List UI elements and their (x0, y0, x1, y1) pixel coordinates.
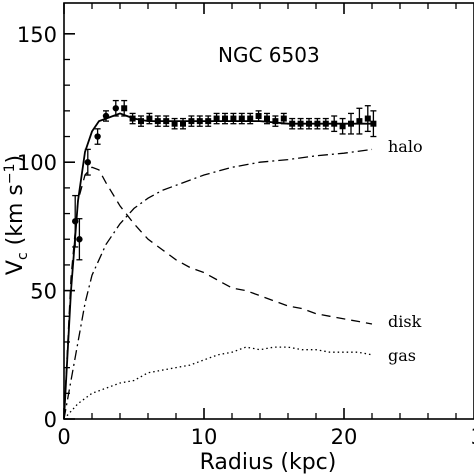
chart-title: NGC 6503 (218, 43, 320, 67)
data-point (238, 115, 245, 122)
series-line-total (63, 112, 372, 420)
data-point (314, 120, 321, 127)
data-point (180, 120, 186, 127)
data-point (76, 236, 83, 243)
data-point (213, 115, 220, 122)
model-curves (63, 112, 373, 420)
data-point (306, 120, 312, 127)
data-point (222, 115, 228, 122)
data-point (146, 115, 153, 122)
data-point (264, 115, 270, 122)
data-point (255, 112, 262, 119)
y-tick-label: 0 (44, 408, 57, 432)
series-line-halo (63, 148, 373, 420)
data-point (339, 123, 346, 130)
y-axis-title-main: V (3, 260, 28, 275)
data-point (247, 115, 254, 122)
data-point (289, 120, 296, 127)
y-axis-title-superscript: −1 (2, 163, 18, 184)
series-label-halo: halo (388, 137, 423, 156)
data-point (163, 118, 170, 125)
data-point (129, 115, 136, 122)
data-point (121, 105, 128, 112)
data-point (230, 115, 237, 122)
data-point (171, 120, 178, 127)
data-point (112, 105, 120, 112)
y-axis-title-close: ) (3, 155, 28, 164)
x-tick-label: 20 (331, 425, 358, 449)
y-tick-label: 100 (17, 151, 57, 175)
data-point (272, 118, 279, 125)
data-point (331, 120, 338, 127)
x-tick-label: 10 (191, 425, 218, 449)
data-point (280, 115, 287, 122)
x-axis-title: Radius (kpc) (200, 450, 337, 474)
data-point (72, 218, 79, 225)
series-label-disk: disk (388, 312, 422, 331)
series-label-gas: gas (388, 346, 416, 365)
tick-labels: 0 10 20 30 0 50 100 150 (17, 23, 474, 449)
data-point (84, 159, 92, 166)
series-line-disk (63, 166, 373, 420)
data-point (188, 118, 195, 125)
data-point (102, 112, 110, 120)
data-point (138, 118, 144, 125)
series-line-gas (63, 346, 373, 420)
data-point (94, 133, 101, 140)
data-point (154, 118, 161, 125)
observed-data (72, 99, 377, 261)
x-tick-label: 0 (57, 425, 70, 449)
data-point (356, 118, 363, 125)
data-point (364, 115, 371, 122)
x-tick-label: 30 (471, 425, 474, 449)
data-point (196, 118, 203, 125)
data-point (348, 120, 354, 127)
y-axis-title-units: (km s (3, 184, 28, 245)
data-point (205, 118, 212, 125)
data-point (370, 120, 377, 127)
y-tick-label: 50 (30, 280, 57, 304)
data-point (322, 120, 329, 127)
y-tick-label: 150 (17, 23, 57, 47)
y-axis-title: Vc (km s−1) (2, 155, 31, 275)
data-point (297, 120, 304, 127)
plot-frame (63, 2, 474, 420)
y-axis-title-subscript: c (15, 252, 31, 260)
